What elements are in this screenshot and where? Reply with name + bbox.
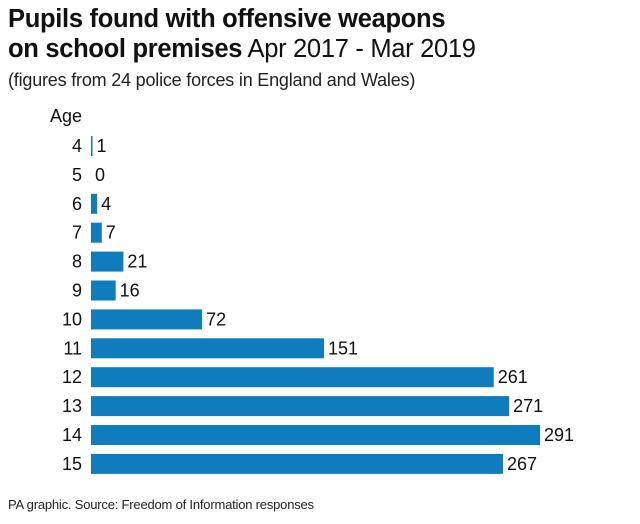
value-label-age-8: 21 bbox=[127, 252, 147, 272]
bar-age-10 bbox=[91, 309, 203, 330]
value-label-age-4: 1 bbox=[97, 136, 107, 156]
value-label-age-14: 291 bbox=[544, 425, 574, 445]
category-label-age-11: 11 bbox=[63, 338, 82, 358]
value-label-age-7: 7 bbox=[106, 223, 116, 243]
source-note: PA graphic. Source: Freedom of Informati… bbox=[8, 497, 314, 512]
category-label-age-9: 9 bbox=[72, 281, 82, 301]
bar-age-12 bbox=[91, 367, 494, 388]
value-label-age-9: 16 bbox=[120, 281, 140, 301]
category-label-age-4: 4 bbox=[72, 136, 82, 156]
value-label-age-15: 267 bbox=[507, 454, 537, 474]
category-label-age-13: 13 bbox=[62, 396, 82, 416]
chart-title: Pupils found with offensive weapons on s… bbox=[8, 4, 632, 64]
title-date-range: Apr 2017 - Mar 2019 bbox=[247, 35, 476, 63]
y-axis-label: Age bbox=[50, 106, 82, 126]
category-label-age-5: 5 bbox=[72, 165, 82, 185]
category-label-age-12: 12 bbox=[62, 367, 82, 387]
value-label-age-13: 271 bbox=[513, 396, 543, 416]
bar-age-8 bbox=[91, 251, 124, 272]
category-label-age-14: 14 bbox=[62, 425, 82, 445]
category-label-age-10: 10 bbox=[62, 309, 82, 329]
bar-age-15 bbox=[91, 453, 503, 474]
bar-age-14 bbox=[91, 425, 540, 445]
value-label-age-12: 261 bbox=[498, 367, 528, 387]
value-label-age-6: 4 bbox=[101, 194, 111, 214]
value-label-age-5: 0 bbox=[95, 165, 105, 185]
chart-subtitle: (figures from 24 police forces in Englan… bbox=[8, 70, 416, 90]
bar-age-7 bbox=[91, 222, 102, 243]
category-label-age-8: 8 bbox=[72, 252, 82, 272]
bar-age-4 bbox=[91, 136, 93, 156]
category-label-age-15: 15 bbox=[62, 454, 82, 474]
title-line-1: Pupils found with offensive weapons bbox=[8, 5, 446, 33]
value-label-age-10: 72 bbox=[206, 309, 226, 329]
bar-age-9 bbox=[91, 280, 116, 301]
title-line-2: on school premises bbox=[8, 35, 243, 63]
category-label-age-6: 6 bbox=[72, 194, 82, 214]
bar-age-6 bbox=[91, 193, 98, 214]
bar-age-11 bbox=[91, 338, 324, 359]
bar-age-13 bbox=[91, 396, 510, 417]
value-label-age-11: 151 bbox=[328, 338, 358, 358]
category-label-age-7: 7 bbox=[72, 223, 82, 243]
